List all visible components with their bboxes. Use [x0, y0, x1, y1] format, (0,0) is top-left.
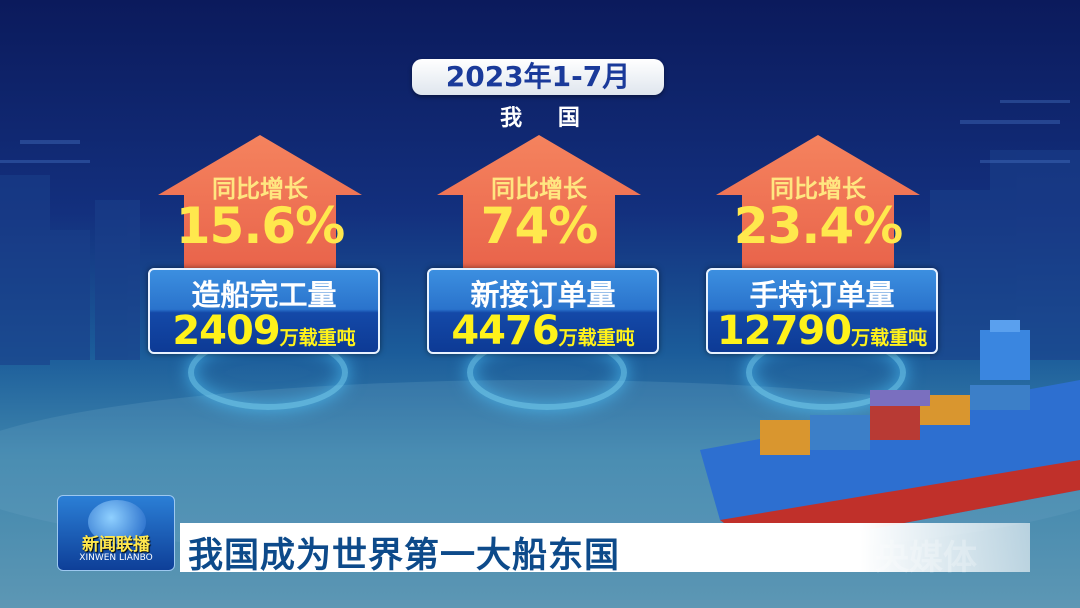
metric-unit: 万载重吨: [558, 327, 635, 349]
stat-card-new-orders: 同比增长 74% 新接订单量 4476万载重吨: [427, 135, 667, 415]
up-arrow-icon: [716, 135, 920, 275]
stat-card-completed: 同比增长 15.6% 造船完工量 2409万载重吨: [148, 135, 388, 415]
program-logo: 新闻联播 XINWEN LIANBO: [57, 495, 175, 571]
metric-value: 2409: [172, 308, 280, 354]
metric-box: 手持订单量 12790万载重吨: [706, 268, 938, 354]
program-name-en: XINWEN LIANBO: [79, 553, 153, 563]
growth-label: 同比增长: [212, 175, 308, 203]
up-arrow-icon: [158, 135, 362, 275]
growth-value: 74%: [480, 197, 599, 255]
metric-box: 新接订单量 4476万载重吨: [427, 268, 659, 354]
headline-text: 我国成为世界第一大船东国: [188, 536, 621, 576]
period-label: 2023年1-7月: [412, 59, 664, 95]
region-label: 我 国: [500, 106, 594, 131]
metric-label: 新接订单量: [470, 278, 616, 312]
headline-bar: 我国成为世界第一大船东国: [180, 523, 1030, 576]
stat-card-backlog: 同比增长 23.4% 手持订单量 12790万载重吨: [706, 135, 946, 415]
metric-value: 12790: [716, 308, 852, 354]
globe-icon: [88, 500, 146, 544]
watermark: 央媒体: [875, 538, 977, 578]
growth-value: 23.4%: [733, 197, 903, 255]
growth-label: 同比增长: [770, 175, 866, 203]
metric-label: 手持订单量: [749, 278, 895, 312]
metric-unit: 万载重吨: [851, 327, 928, 349]
up-arrow-icon: [437, 135, 641, 275]
growth-value: 15.6%: [175, 197, 345, 255]
growth-label: 同比增长: [491, 175, 587, 203]
metric-box: 造船完工量 2409万载重吨: [148, 268, 380, 354]
program-name-cn: 新闻联播: [82, 535, 150, 555]
metric-unit: 万载重吨: [279, 327, 356, 349]
metric-label: 造船完工量: [191, 278, 337, 312]
container-ship-illustration: [700, 320, 1080, 550]
metric-value: 4476: [451, 308, 559, 354]
